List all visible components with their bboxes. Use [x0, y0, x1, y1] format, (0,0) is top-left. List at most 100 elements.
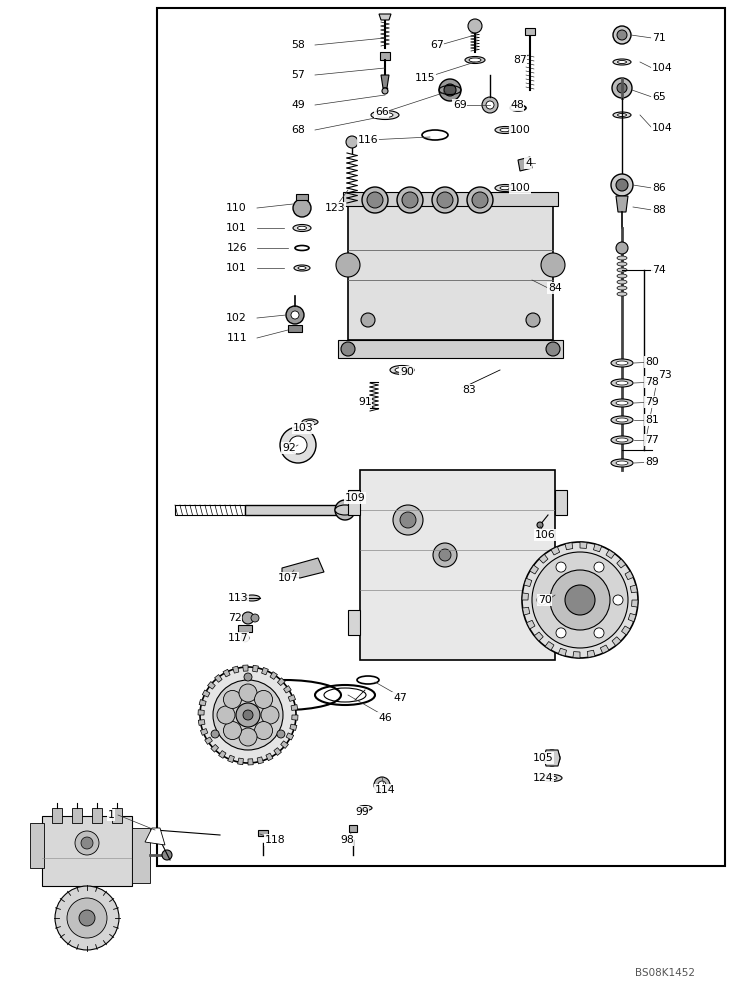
Polygon shape [600, 645, 609, 653]
Circle shape [397, 187, 423, 213]
Circle shape [162, 850, 172, 860]
Polygon shape [257, 757, 263, 764]
Polygon shape [580, 542, 587, 548]
Ellipse shape [616, 418, 628, 422]
Text: 89: 89 [645, 457, 659, 467]
Ellipse shape [298, 266, 306, 269]
Circle shape [239, 684, 257, 702]
Polygon shape [573, 652, 580, 658]
Circle shape [541, 253, 565, 277]
Text: 79: 79 [645, 397, 659, 407]
Ellipse shape [500, 186, 510, 190]
Circle shape [486, 101, 494, 109]
Ellipse shape [613, 112, 631, 118]
Polygon shape [278, 678, 285, 686]
Ellipse shape [293, 225, 311, 232]
Circle shape [617, 30, 627, 40]
Ellipse shape [547, 776, 557, 780]
Text: 117: 117 [228, 633, 249, 643]
Text: 88: 88 [652, 205, 666, 215]
Polygon shape [252, 665, 258, 672]
Circle shape [532, 552, 628, 648]
Polygon shape [262, 667, 269, 675]
Polygon shape [288, 325, 302, 332]
Bar [72, 808, 82, 823]
Circle shape [432, 187, 458, 213]
Polygon shape [545, 642, 554, 650]
Text: 91: 91 [358, 397, 371, 407]
Ellipse shape [617, 274, 627, 278]
Ellipse shape [616, 401, 628, 405]
Circle shape [367, 192, 383, 208]
Polygon shape [215, 675, 222, 682]
Text: 100: 100 [510, 183, 531, 193]
Polygon shape [202, 690, 210, 697]
Polygon shape [274, 748, 281, 755]
Ellipse shape [617, 113, 627, 116]
Polygon shape [270, 672, 278, 679]
Polygon shape [238, 758, 243, 765]
Polygon shape [198, 720, 205, 725]
Circle shape [75, 831, 99, 855]
Circle shape [594, 562, 604, 572]
Ellipse shape [244, 595, 260, 601]
Circle shape [616, 179, 628, 191]
Circle shape [217, 706, 235, 724]
Circle shape [526, 313, 540, 327]
Circle shape [251, 614, 259, 622]
Text: 105: 105 [533, 753, 554, 763]
Polygon shape [291, 705, 297, 710]
Circle shape [335, 500, 355, 520]
Text: 74: 74 [652, 265, 666, 275]
Polygon shape [628, 613, 636, 622]
Text: 58: 58 [292, 40, 305, 50]
Polygon shape [243, 665, 248, 671]
Bar [360, 470, 555, 660]
Text: 87: 87 [513, 55, 527, 65]
Circle shape [336, 253, 360, 277]
Circle shape [362, 187, 388, 213]
Text: 114: 114 [375, 785, 396, 795]
Text: 102: 102 [226, 313, 247, 323]
Polygon shape [565, 543, 573, 550]
Polygon shape [232, 666, 239, 673]
Ellipse shape [362, 807, 369, 809]
Ellipse shape [542, 774, 562, 782]
Ellipse shape [358, 806, 372, 810]
Bar [343, 192, 558, 206]
Text: 90: 90 [400, 367, 414, 377]
Polygon shape [588, 650, 595, 657]
Circle shape [255, 722, 272, 740]
Circle shape [482, 97, 498, 113]
Polygon shape [530, 565, 539, 574]
Ellipse shape [294, 265, 310, 271]
Circle shape [439, 79, 461, 101]
Polygon shape [360, 490, 374, 505]
Polygon shape [525, 28, 535, 35]
Ellipse shape [495, 126, 515, 133]
Text: 49: 49 [292, 100, 305, 110]
Ellipse shape [500, 128, 510, 132]
Circle shape [55, 886, 119, 950]
Polygon shape [616, 196, 628, 212]
Circle shape [613, 26, 631, 44]
Text: 73: 73 [658, 370, 672, 380]
Circle shape [81, 837, 93, 849]
Polygon shape [612, 637, 621, 646]
Ellipse shape [617, 280, 627, 284]
Circle shape [374, 777, 390, 793]
Ellipse shape [616, 361, 628, 365]
Text: 86: 86 [652, 183, 666, 193]
Ellipse shape [611, 436, 633, 444]
Circle shape [289, 436, 307, 454]
Polygon shape [296, 194, 308, 200]
Text: 109: 109 [345, 493, 366, 503]
Polygon shape [248, 759, 253, 765]
Ellipse shape [469, 58, 481, 62]
Circle shape [565, 585, 595, 615]
Circle shape [243, 710, 253, 720]
Circle shape [223, 722, 241, 740]
Circle shape [611, 174, 633, 196]
Polygon shape [223, 669, 230, 677]
Bar [112, 808, 122, 823]
